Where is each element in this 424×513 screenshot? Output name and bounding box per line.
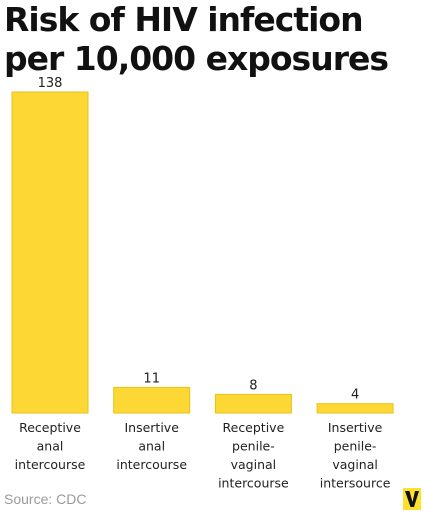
category-label-line: Insertive (124, 420, 179, 435)
category-label-1: Receptive anal intercourse (15, 420, 86, 472)
category-label-4: Insertive penile-vaginal intersource (320, 420, 391, 491)
category-label-line: penile- (334, 439, 377, 454)
value-label-2: 11 (143, 371, 160, 386)
value-label-3: 8 (249, 378, 257, 393)
category-label-line: Receptive (223, 420, 285, 435)
bar-4 (316, 403, 394, 414)
category-label-line: intersource (320, 476, 391, 491)
vox-logo-icon (403, 488, 421, 510)
category-label-3: Receptive penile-vaginal intercourse (218, 420, 289, 491)
value-label-1: 138 (38, 76, 63, 91)
category-label-line: penile- (232, 439, 275, 454)
bar-3 (214, 393, 292, 414)
value-label-4: 4 (351, 388, 359, 403)
category-label-line: anal (37, 439, 64, 454)
chart-title: Risk of HIV infection per 10,000 exposur… (4, 0, 389, 78)
category-label-line: intercourse (218, 476, 289, 491)
category-label-line: vaginal (332, 457, 378, 472)
category-label-line: intercourse (116, 457, 187, 472)
source-note: Source: CDC (4, 491, 87, 507)
bar-2 (113, 386, 191, 414)
bar-1 (11, 91, 89, 414)
category-label-line: Insertive (328, 420, 383, 435)
category-label-line: vaginal (231, 457, 277, 472)
category-label-line: intercourse (15, 457, 86, 472)
category-label-2: Insertive anal intercourse (116, 420, 187, 472)
category-label-line: Receptive (19, 420, 81, 435)
category-label-line: anal (138, 439, 165, 454)
